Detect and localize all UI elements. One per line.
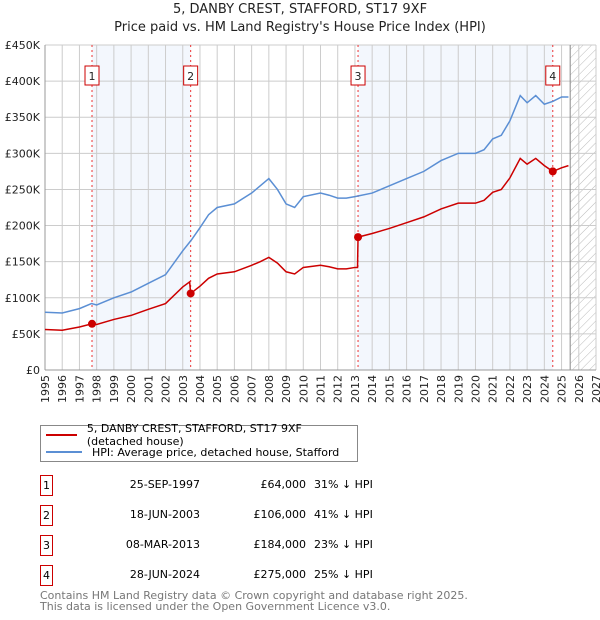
forecast-hatch <box>570 45 596 370</box>
legend-swatch-blue <box>46 451 82 453</box>
series-line <box>44 157 569 332</box>
x-tick-label: 2001 <box>142 375 155 403</box>
sale-badge-label: 2 <box>187 70 194 83</box>
y-tick-label: £250K <box>5 183 41 196</box>
y-tick-label: £100K <box>5 292 41 305</box>
sale-badge <box>84 65 100 86</box>
x-tick-label: 1995 <box>39 375 52 403</box>
sale-price: £106,000 <box>253 508 307 521</box>
sale-date: 08-MAR-2013 <box>125 538 200 551</box>
sale-badge-label: 3 <box>355 70 362 83</box>
sale-row-badge: 4 <box>40 565 53 586</box>
legend-swatch-red <box>46 434 77 436</box>
legend-label: 5, DANBY CREST, STAFFORD, ST17 9XF (deta… <box>86 422 302 448</box>
sale-row-badge: 3 <box>40 535 53 556</box>
sale-row-badge: 2 <box>40 505 53 526</box>
legend-item-property: 5, DANBY CREST, STAFFORD, ST17 9XF (deta… <box>46 422 357 448</box>
x-tick-label: 1998 <box>91 375 104 403</box>
sale-point <box>88 319 97 328</box>
sale-date: 18-JUN-2003 <box>129 508 200 521</box>
x-tick-label: 2000 <box>125 375 138 403</box>
x-tick-label: 2014 <box>366 375 379 403</box>
x-tick-label: 2015 <box>383 375 396 403</box>
x-tick-label: 2018 <box>435 375 448 403</box>
sale-hpi-diff: 23% ↓ HPI <box>314 538 373 551</box>
shaded-period <box>358 45 553 370</box>
chart-title: 5, DANBY CREST, STAFFORD, ST17 9XF <box>172 2 428 17</box>
sale-row-badge: 1 <box>40 475 53 496</box>
y-tick-label: £150K <box>5 256 41 269</box>
x-tick-label: 2026 <box>573 375 586 403</box>
sale-price: £64,000 <box>260 478 307 491</box>
x-tick-label: 2019 <box>452 375 465 403</box>
y-tick-label: £450K <box>5 39 41 52</box>
legend: 5, DANBY CREST, STAFFORD, ST17 9XF (deta… <box>40 422 358 462</box>
x-tick-label: 2011 <box>315 375 328 403</box>
y-tick-label: £350K <box>5 111 41 124</box>
sale-row: 3 08-MAR-2013 £184,000 23% ↓ HPI <box>40 535 440 556</box>
x-tick-label: 2008 <box>263 375 276 403</box>
sale-row: 2 18-JUN-2003 £106,000 41% ↓ HPI <box>40 505 440 526</box>
sale-date: 28-JUN-2024 <box>129 568 200 581</box>
x-tick-label: 2021 <box>487 375 500 403</box>
sale-price: £184,000 <box>253 538 307 551</box>
x-tick-label: 2012 <box>332 375 345 403</box>
series-line <box>44 94 569 314</box>
x-tick-label: 1996 <box>56 375 69 403</box>
chart-subtitle: Price paid vs. HM Land Registry's House … <box>114 20 486 35</box>
legend-label: HPI: Average price, detached house, Staf… <box>92 445 340 459</box>
x-tick-label: 2006 <box>228 375 241 403</box>
sale-price: £275,000 <box>253 568 307 581</box>
x-tick-label: 2025 <box>556 375 569 403</box>
sale-date: 25-SEP-1997 <box>129 478 200 491</box>
sale-point <box>548 167 557 176</box>
y-tick-label: £400K <box>5 75 41 88</box>
y-tick-label: £0 <box>26 364 40 377</box>
sale-badge <box>545 65 561 86</box>
shaded-period <box>92 45 191 370</box>
x-tick-label: 2020 <box>469 375 482 403</box>
sale-badge <box>183 65 199 86</box>
x-tick-label: 2016 <box>401 375 414 403</box>
sale-hpi-diff: 25% ↓ HPI <box>314 568 373 581</box>
footer-line1: Contains HM Land Registry data © Crown c… <box>40 589 468 602</box>
sale-badge-label: 4 <box>549 70 556 83</box>
footer-line2: This data is licensed under the Open Gov… <box>40 600 391 613</box>
x-tick-label: 2013 <box>349 375 362 403</box>
x-tick-label: 2022 <box>504 375 517 403</box>
x-tick-label: 2002 <box>160 375 173 403</box>
y-tick-label: £50K <box>12 328 41 341</box>
y-tick-label: £300K <box>5 147 41 160</box>
legend-item-hpi: HPI: Average price, detached house, Staf… <box>46 445 339 459</box>
x-tick-label: 1997 <box>73 375 86 403</box>
x-tick-label: 2027 <box>590 375 600 403</box>
x-tick-label: 2024 <box>538 375 551 403</box>
x-tick-label: 2003 <box>177 375 190 403</box>
x-tick-label: 2010 <box>297 375 310 403</box>
sale-badge-label: 1 <box>89 70 96 83</box>
x-tick-label: 2004 <box>194 375 207 403</box>
chart-svg: 1995 1996 1997 1998 1999 2000 2001 2002 2003 2004… <box>5 39 600 403</box>
sale-point <box>186 289 195 298</box>
x-tick-label: 1999 <box>108 375 121 403</box>
y-tick-label: £200K <box>5 220 41 233</box>
sale-row: 1 25-SEP-1997 £64,000 31% ↓ HPI <box>40 475 440 496</box>
sale-hpi-diff: 41% ↓ HPI <box>314 508 373 521</box>
sale-hpi-diff: 31% ↓ HPI <box>314 478 373 491</box>
x-tick-label: 2005 <box>211 375 224 403</box>
x-tick-label: 2023 <box>521 375 534 403</box>
x-tick-label: 2017 <box>418 375 431 403</box>
sale-badge <box>350 65 366 86</box>
sale-row: 4 28-JUN-2024 £275,000 25% ↓ HPI <box>40 565 440 586</box>
x-tick-label: 2009 <box>280 375 293 403</box>
x-tick-label: 2007 <box>246 375 259 403</box>
sale-point <box>354 233 363 242</box>
